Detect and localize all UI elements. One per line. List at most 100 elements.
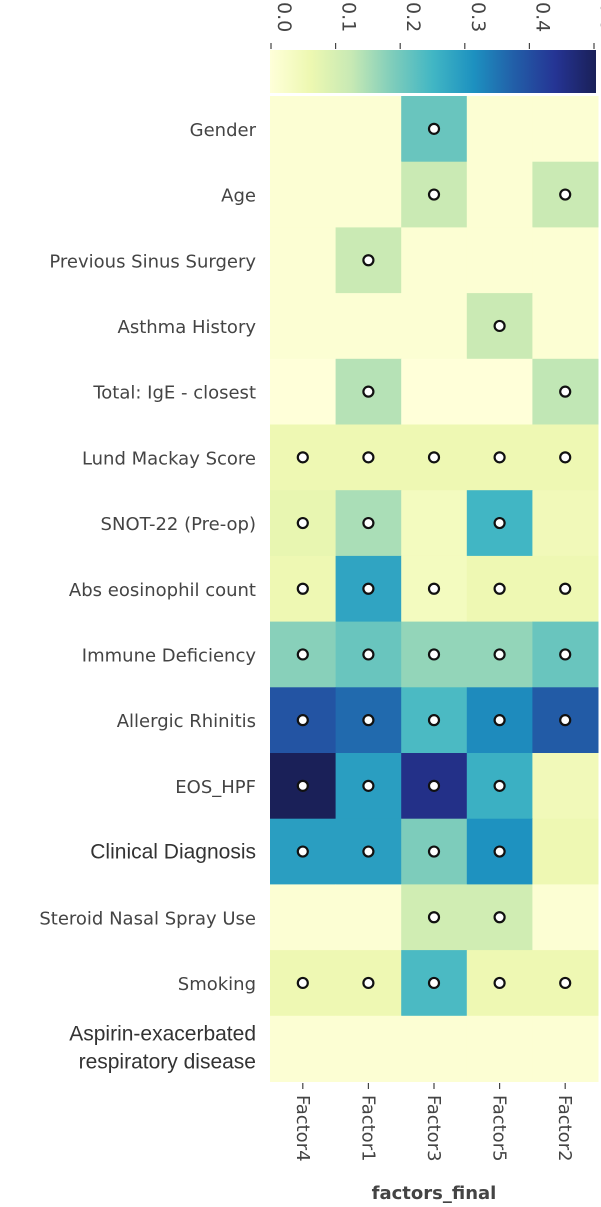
cell-marker (362, 845, 375, 858)
cell-marker (296, 451, 309, 464)
cell-marker (559, 385, 572, 398)
colorbar-tick-label: 0.3 (467, 2, 489, 32)
heatmap-cell (335, 161, 402, 228)
cell-marker (296, 648, 309, 661)
heatmap-cell (270, 884, 337, 951)
heatmap-cell (335, 1015, 402, 1082)
heatmap-cell (401, 293, 468, 360)
cell-marker (296, 779, 309, 792)
row-label: Asthma History (118, 317, 257, 338)
cell-marker (493, 976, 506, 990)
cell-marker (559, 582, 572, 595)
row-label: Clinical Diagnosis (90, 841, 256, 864)
colorbar-ticks: 0.0 0.1 0.2 0.3 0.4 0.5 (270, 2, 601, 49)
row-label: Gender (190, 120, 257, 141)
heatmap-cell (401, 227, 468, 294)
cell-marker (559, 648, 572, 661)
heatmap-cell (270, 227, 337, 294)
row-label: Smoking (178, 974, 256, 995)
cell-marker (427, 582, 441, 595)
column-label: Factor2 (554, 1095, 575, 1162)
heatmap-cell (270, 96, 337, 163)
cell-marker (296, 516, 309, 530)
cell-marker (493, 319, 506, 333)
row-label: Lund Mackay Score (82, 448, 256, 469)
cell-marker (559, 451, 572, 464)
cell-marker (362, 714, 375, 727)
column-label: Factor3 (423, 1095, 444, 1162)
colorbar-tick-label: 0.0 (273, 2, 295, 32)
heatmap-cell (466, 161, 533, 228)
cell-marker (362, 976, 375, 990)
colorbar-tick-label: 0.5 (596, 2, 601, 32)
column-labels: Factor4 Factor1 Factor3 Factor5 Factor2 (292, 1083, 575, 1162)
colorbar-tick-label: 0.2 (402, 2, 424, 32)
row-label: Age (221, 186, 256, 207)
cell-marker (296, 845, 309, 858)
cell-marker (362, 779, 375, 792)
cell-marker (493, 911, 506, 924)
x-axis-title: factors_final (372, 1183, 497, 1204)
cell-marker (493, 451, 506, 464)
row-label: SNOT-22 (Pre-op) (101, 514, 256, 535)
heatmap-cell (335, 884, 402, 951)
row-labels: Gender Age Previous Sinus Surgery Asthma Hi… (39, 120, 256, 1074)
heatmap-cell (401, 490, 468, 557)
cell-marker (493, 714, 506, 727)
heatmap-cell (401, 358, 468, 425)
cell-marker (427, 779, 441, 792)
cell-marker (493, 582, 506, 595)
column-label: Factor5 (489, 1095, 510, 1162)
heatmap-cell (532, 227, 599, 294)
row-label: Allergic Rhinitis (117, 711, 256, 732)
cell-marker (427, 451, 441, 464)
heatmap-cell (532, 96, 599, 163)
colorbar-tick-label: 0.4 (531, 2, 553, 32)
cell-marker (296, 582, 309, 595)
cell-marker (296, 714, 309, 727)
column-label: Factor1 (357, 1095, 378, 1162)
cell-marker (493, 648, 506, 661)
cell-marker (362, 648, 375, 661)
cell-marker (362, 582, 375, 595)
heatmap-cell (532, 753, 599, 820)
heatmap-cell (532, 884, 599, 951)
heatmap-cell (532, 490, 599, 557)
heatmap-cell (466, 358, 533, 425)
cell-marker (559, 188, 572, 201)
column-label: Factor4 (292, 1095, 313, 1162)
cell-marker (427, 845, 441, 858)
heatmap-cell (466, 96, 533, 163)
cell-marker (296, 976, 309, 990)
heatmap-cell (270, 1015, 337, 1082)
row-label: EOS_HPF (175, 777, 256, 798)
heatmap-cell (532, 293, 599, 360)
heatmap-cell (466, 1015, 533, 1082)
heatmap-cell (335, 293, 402, 360)
cell-marker (427, 976, 441, 990)
cell-marker (427, 648, 441, 661)
heatmap-cell (335, 96, 402, 163)
heatmap-cell (532, 818, 599, 885)
cell-marker (362, 451, 375, 464)
colorbar (270, 50, 596, 93)
heatmap-cells (270, 96, 599, 1082)
row-label: Abs eosinophil count (69, 580, 256, 601)
row-label: Previous Sinus Surgery (49, 251, 256, 272)
heatmap-cell (401, 1015, 468, 1082)
cell-marker (493, 779, 506, 792)
heatmap-cell (270, 161, 337, 228)
cell-marker (493, 516, 506, 530)
cell-marker (427, 122, 441, 135)
cell-marker (362, 385, 375, 398)
cell-marker (427, 714, 441, 727)
row-label: Immune Deficiency (82, 645, 257, 666)
row-label: Steroid Nasal Spray Use (39, 908, 256, 929)
cell-marker (493, 845, 506, 858)
cell-marker (362, 254, 375, 267)
row-label: Total: IgE - closest (92, 383, 256, 404)
cell-marker (427, 911, 441, 924)
cell-marker (559, 976, 572, 990)
heatmap-cell (466, 227, 533, 294)
